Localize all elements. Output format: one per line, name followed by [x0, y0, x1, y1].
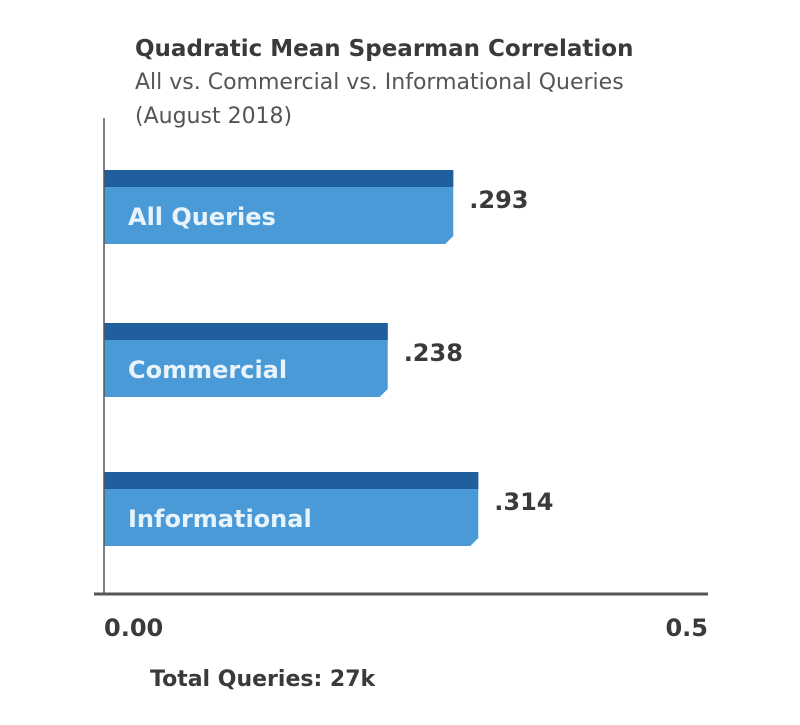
- category-label-3: Informational: [128, 505, 312, 533]
- bar-cap-3: [104, 472, 479, 489]
- chart-title: Quadratic Mean Spearman Correlation: [135, 36, 634, 62]
- bar-3: [104, 489, 479, 546]
- bar-cap-1: [104, 170, 454, 187]
- chart-subtitle-line-2: (August 2018): [135, 104, 293, 129]
- bar-cap-edge-2: [379, 323, 388, 340]
- bar-cap-edge-3: [470, 472, 479, 489]
- bar-1: [104, 187, 454, 244]
- x-tick-label-2: 0.5: [665, 614, 708, 642]
- category-label-2: Commercial: [128, 356, 287, 384]
- chart-footer: Total Queries: 27k: [150, 667, 376, 692]
- category-label-1: All Queries: [128, 203, 276, 231]
- bar-2: [104, 340, 388, 397]
- bar-cap-edge-1: [445, 170, 454, 187]
- data-label-2: .238: [404, 339, 463, 367]
- x-tick-label-1: 0.00: [104, 614, 163, 642]
- data-label-1: .293: [469, 186, 528, 214]
- data-label-3: .314: [494, 488, 553, 516]
- bar-cap-2: [104, 323, 388, 340]
- chart-subtitle-line-1: All vs. Commercial vs. Informational Que…: [135, 70, 624, 95]
